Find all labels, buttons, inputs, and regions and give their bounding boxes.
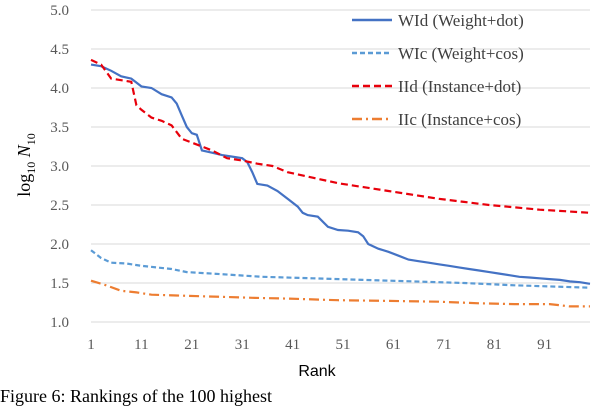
legend: WId (Weight+dot) WIc (Weight+cos) IId (Ins… <box>352 11 524 129</box>
legend-label: IId (Instance+dot) <box>398 77 521 96</box>
legend-label: IIc (Instance+cos) <box>398 110 521 129</box>
y-tick-label: 3.5 <box>50 120 69 136</box>
y-axis-label-prefix: log <box>14 174 34 197</box>
series-line-4 <box>90 279 590 308</box>
x-tick-label: 51 <box>336 337 351 353</box>
y-tick-label: 5.0 <box>50 3 69 19</box>
x-tick-label: 61 <box>386 337 401 353</box>
series-line-2 <box>90 249 591 289</box>
x-axis-label: Rank <box>298 363 336 380</box>
x-tick-label: 31 <box>235 337 250 353</box>
y-tick-label: 1.5 <box>50 276 69 292</box>
y-axis-label-sub1: 10 <box>24 162 38 174</box>
x-tick-label: 71 <box>436 337 451 353</box>
x-tick-label: 11 <box>134 337 148 353</box>
x-tick-label: 91 <box>537 337 552 353</box>
y-tick-label: 3.0 <box>50 159 69 175</box>
x-tick-label: 1 <box>87 337 95 353</box>
x-tick-label: 21 <box>184 337 199 353</box>
y-tick-label: 4.5 <box>50 42 69 58</box>
x-tick-labels: 1 11 21 31 41 51 61 71 81 91 <box>87 337 552 353</box>
y-axis-label: log10 N10 <box>14 133 38 197</box>
figure-caption: Figure 6: Rankings of the 100 highest <box>0 386 272 406</box>
y-tick-label: 1.0 <box>50 315 69 331</box>
series-lines <box>90 58 591 308</box>
legend-label: WId (Weight+dot) <box>398 11 524 30</box>
x-tick-label: 81 <box>487 337 502 353</box>
y-tick-labels: 1.0 1.5 2.0 2.5 3.0 3.5 4.0 4.5 5.0 <box>50 3 69 331</box>
y-tick-label: 2.5 <box>50 198 69 214</box>
series-line-1 <box>90 63 591 285</box>
series-line-3 <box>90 58 591 214</box>
y-axis-label-sub2: 10 <box>24 133 38 145</box>
x-tick-label: 41 <box>285 337 300 353</box>
y-tick-label: 4.0 <box>50 81 69 97</box>
y-axis-label-mid: N <box>14 144 34 162</box>
legend-label: WIc (Weight+cos) <box>398 44 524 63</box>
y-tick-label: 2.0 <box>50 237 69 253</box>
